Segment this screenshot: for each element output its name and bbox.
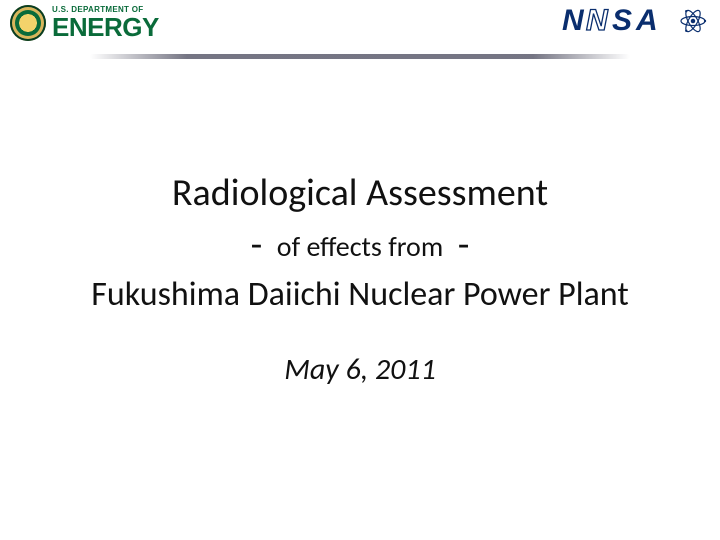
atom-icon (678, 6, 708, 36)
svg-text:N: N (586, 4, 609, 37)
nnsa-logo: N N S A (562, 4, 708, 38)
nnsa-wordmark-icon: N N S A (562, 4, 672, 38)
title-dash-left: - (251, 222, 263, 268)
slide-date: May 6, 2011 (0, 351, 720, 388)
svg-text:A: A (635, 4, 658, 37)
title-line-2: - of effects from - (0, 222, 720, 268)
doe-name: ENERGY (52, 14, 159, 40)
doe-logo: U.S. DEPARTMENT OF ENERGY (10, 5, 159, 41)
doe-logo-text: U.S. DEPARTMENT OF ENERGY (52, 6, 159, 40)
svg-text:S: S (612, 4, 632, 37)
title-block: Radiological Assessment - of effects fro… (0, 170, 720, 388)
svg-text:N: N (562, 4, 585, 37)
title-line-3: Fukushima Daiichi Nuclear Power Plant (0, 274, 720, 315)
title-mid: of effects from (271, 229, 449, 264)
header: U.S. DEPARTMENT OF ENERGY N N S A (0, 0, 720, 50)
title-dash-right: - (458, 222, 470, 268)
title-line-1: Radiological Assessment (0, 170, 720, 216)
slide: U.S. DEPARTMENT OF ENERGY N N S A (0, 0, 720, 540)
header-divider (90, 54, 630, 59)
doe-seal-icon (10, 5, 46, 41)
